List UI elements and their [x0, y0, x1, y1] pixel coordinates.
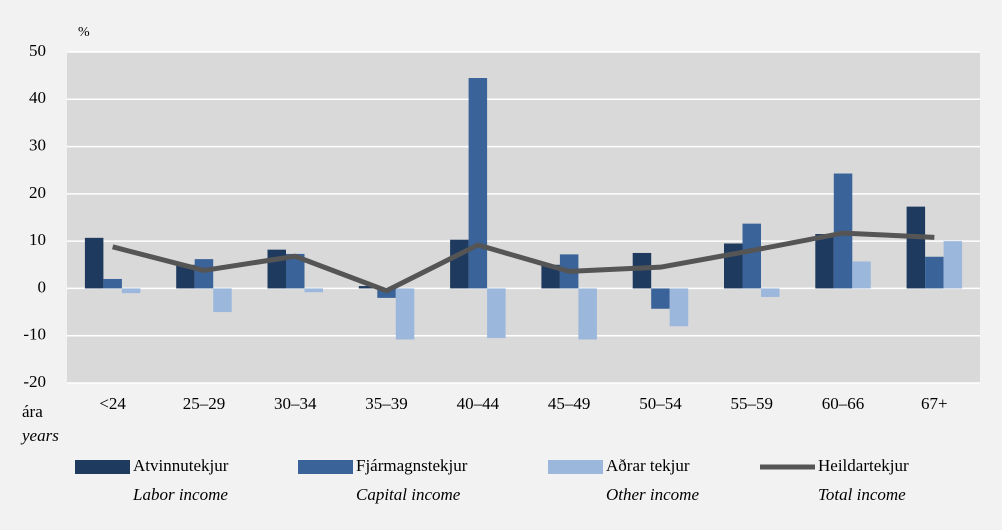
legend-swatch [298, 460, 353, 474]
legend-label: Aðrar tekjur [606, 456, 690, 475]
bar [669, 288, 689, 327]
x-label-en: years [20, 426, 59, 445]
y-tick-label: 30 [29, 135, 46, 154]
bar [487, 288, 506, 339]
bar [450, 239, 469, 289]
legend-label-en: Capital income [356, 485, 461, 504]
x-tick-label: 67+ [921, 394, 948, 413]
y-tick-label: 10 [29, 230, 46, 249]
bar [578, 288, 597, 340]
x-tick-label: 45–49 [548, 394, 591, 413]
bar [121, 288, 141, 294]
bar [84, 237, 104, 289]
legend-swatch [75, 460, 130, 474]
legend-label: Atvinnutekjur [133, 456, 229, 475]
bar [468, 78, 488, 289]
bar [267, 249, 286, 289]
y-tick-label: -10 [23, 325, 46, 344]
legend-label-en: Labor income [132, 485, 228, 504]
bar [358, 286, 378, 289]
legend-label: Heildartekjur [818, 456, 909, 475]
y-tick-label: 40 [29, 88, 46, 107]
bar [742, 223, 761, 289]
bar [943, 241, 963, 289]
plot-area [67, 52, 980, 383]
y-tick-label: 50 [29, 41, 46, 60]
bar [194, 259, 214, 289]
y-unit: % [78, 25, 90, 40]
bar [286, 253, 305, 289]
line [112, 230, 935, 294]
bar [541, 264, 560, 289]
x-tick-label: 30–34 [274, 394, 317, 413]
x-tick-label: 40–44 [457, 394, 500, 413]
legend-label-en: Total income [818, 485, 906, 504]
x-tick-label: 55–59 [731, 394, 774, 413]
y-tick-label: 20 [29, 183, 46, 202]
bar [815, 234, 834, 289]
bar [925, 256, 944, 289]
bar [651, 288, 670, 309]
x-tick-label: 60–66 [822, 394, 865, 413]
legend-swatch [548, 460, 603, 474]
bar [761, 288, 780, 297]
x-label: ára [22, 402, 43, 421]
legend-label: Fjármagnstekjur [356, 456, 468, 475]
bar [852, 261, 871, 289]
bar [176, 264, 195, 289]
x-tick-label: 50–54 [639, 394, 682, 413]
bar [103, 278, 122, 289]
bar [213, 288, 232, 313]
bar [304, 288, 323, 293]
legend-label-en: Other income [606, 485, 699, 504]
x-tick-label: <24 [99, 394, 126, 413]
bar [906, 206, 926, 289]
y-tick-label: 0 [38, 277, 47, 296]
bar [632, 252, 652, 289]
x-tick-label: 35–39 [365, 394, 408, 413]
x-tick-label: 25–29 [183, 394, 226, 413]
bar [395, 288, 415, 340]
y-tick-label: -20 [23, 372, 46, 391]
